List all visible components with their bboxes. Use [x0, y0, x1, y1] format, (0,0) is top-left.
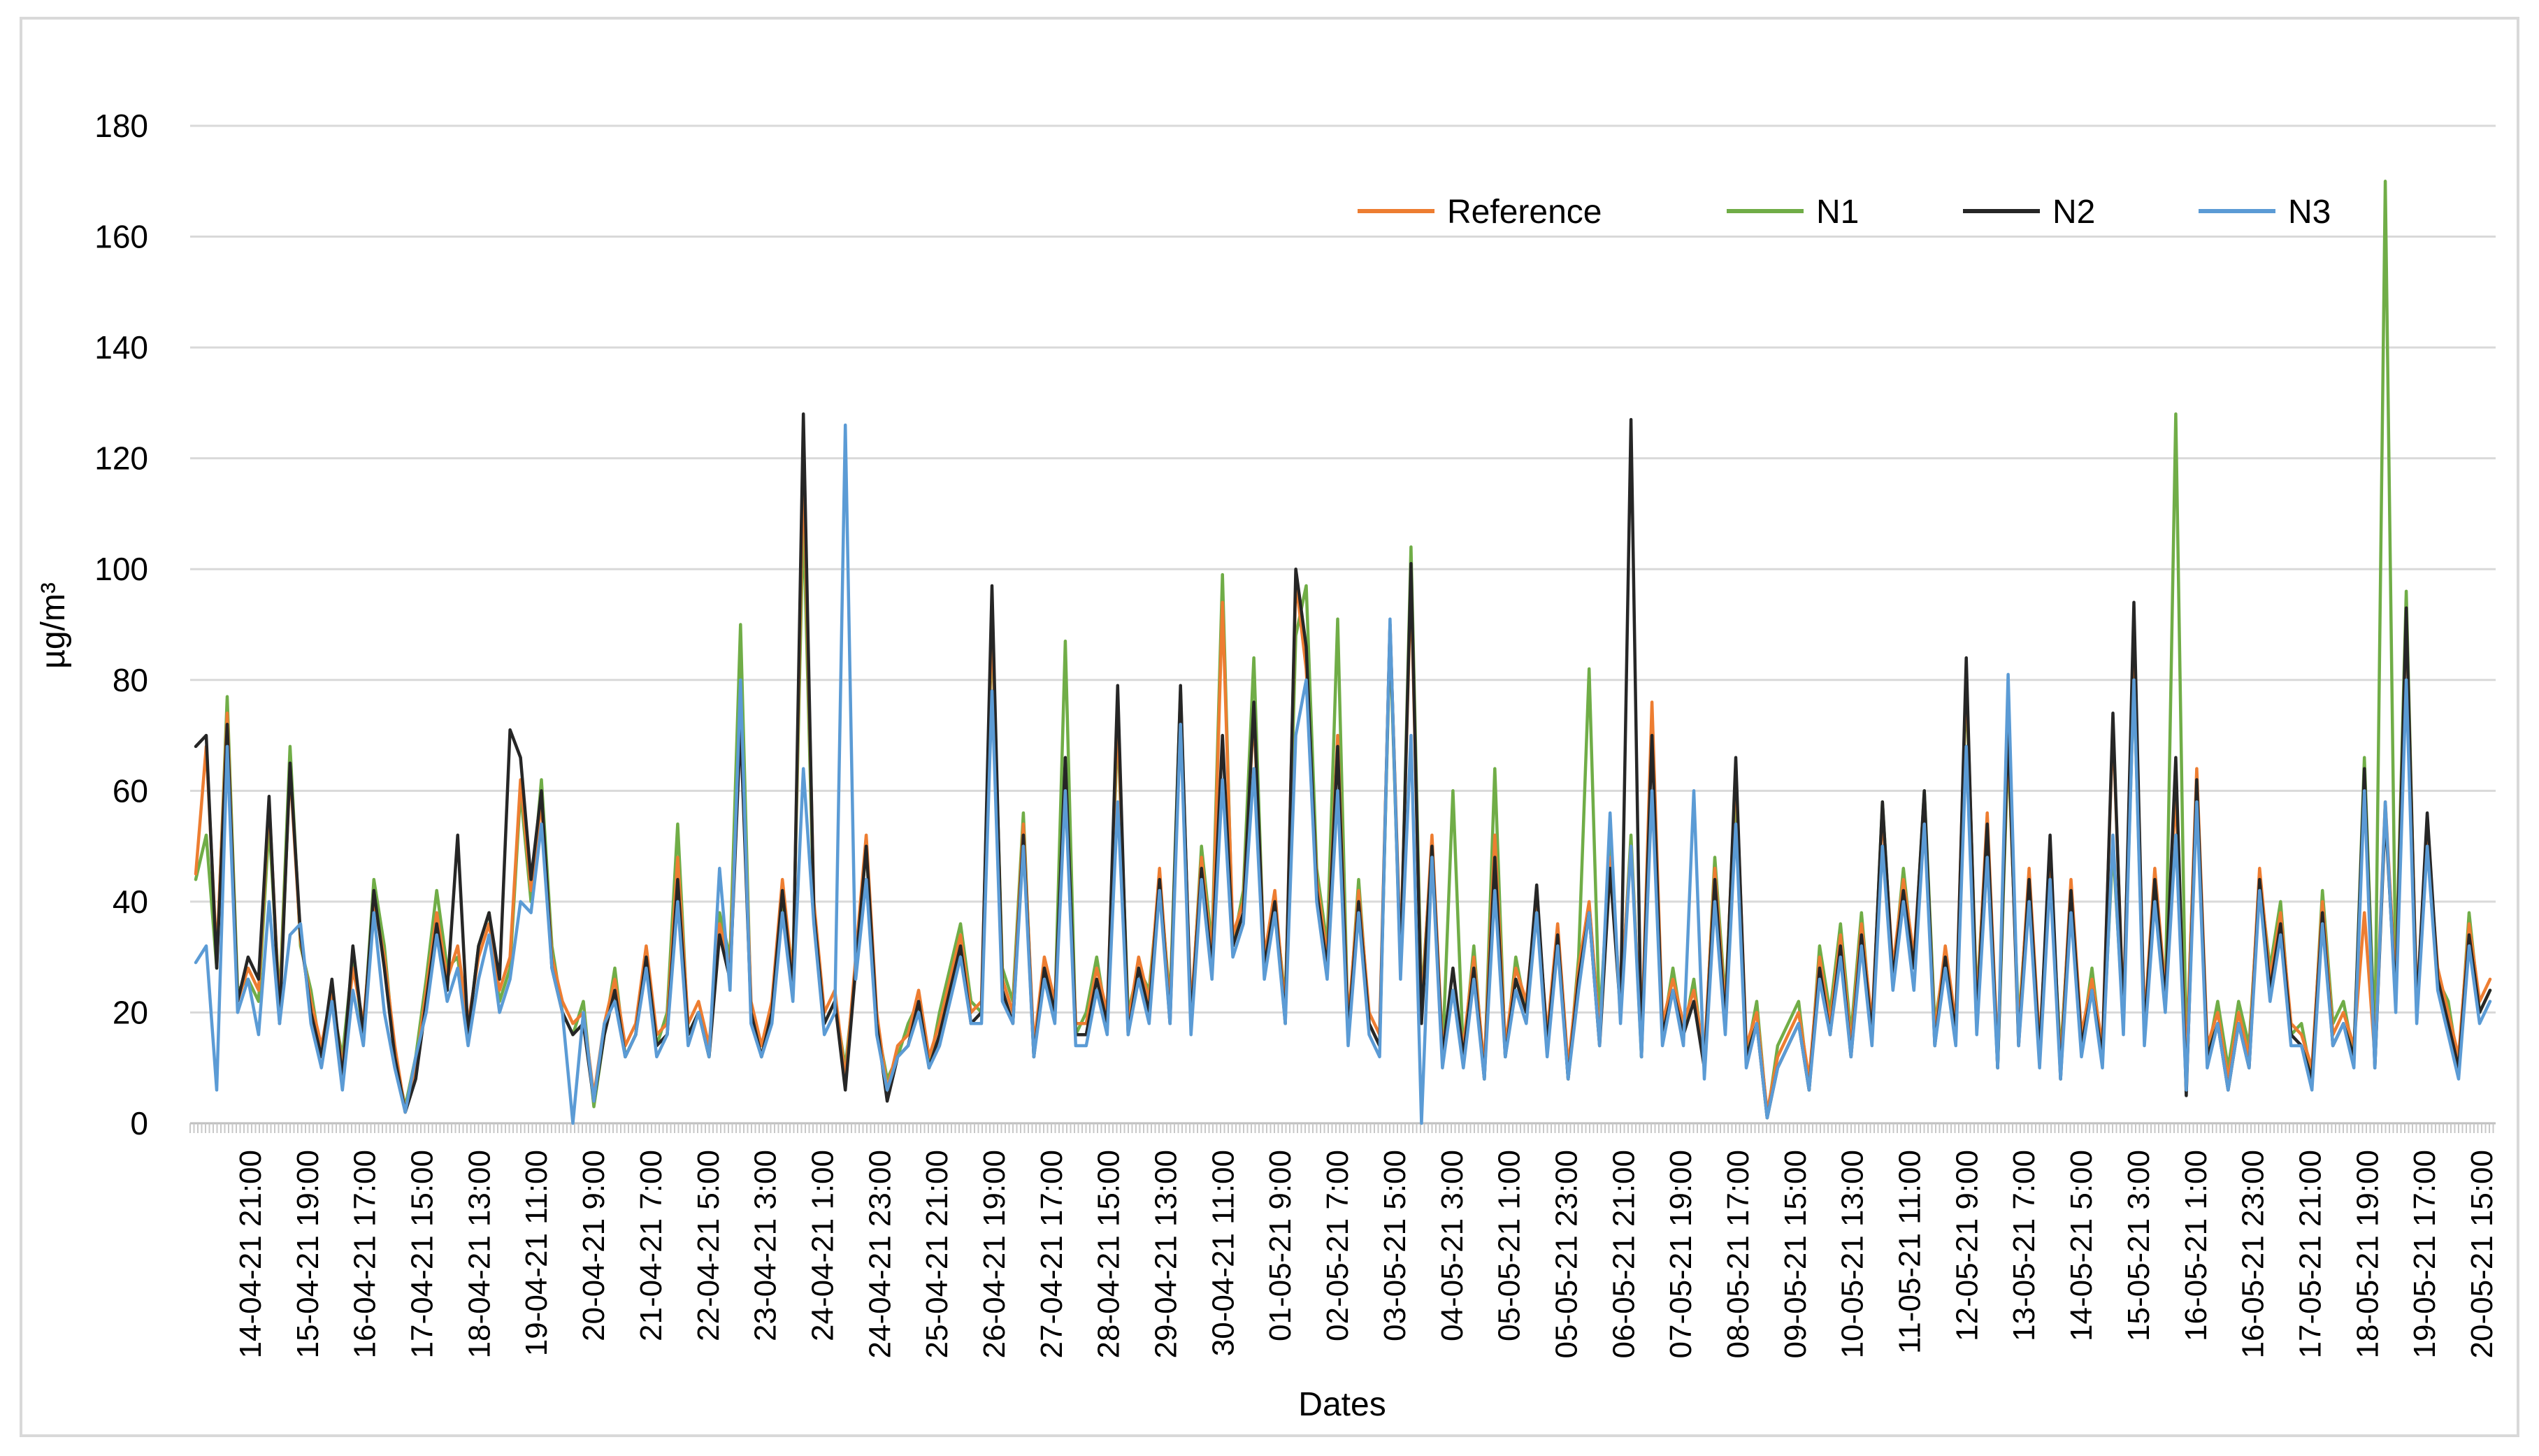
x-axis-title: Dates [1298, 1386, 1386, 1423]
x-tick-label: 19-05-21 17:00 [2408, 1150, 2442, 1358]
x-tick-label: 24-04-21 1:00 [806, 1150, 840, 1341]
x-tick-label: 26-04-21 19:00 [977, 1150, 1012, 1358]
x-tick-label: 18-05-21 19:00 [2350, 1150, 2385, 1358]
y-tick-label: 140 [94, 329, 148, 366]
y-axis-ticks: 0 20 40 60 80 100 120 140 160 180 [94, 108, 148, 1141]
x-tick-label: 10-05-21 13:00 [1836, 1150, 1870, 1358]
series-lines [194, 180, 2492, 1125]
x-tick-label: 20-05-21 15:00 [2465, 1150, 2499, 1358]
legend-label-n3: N3 [2288, 194, 2331, 231]
x-tick-label: 21-04-21 7:00 [634, 1150, 668, 1341]
y-axis-title: µg/m³ [35, 582, 72, 669]
x-tick-label: 15-04-21 19:00 [291, 1150, 325, 1358]
x-tick-label: 05-05-21 1:00 [1493, 1150, 1527, 1341]
x-tick-label: 27-04-21 17:00 [1035, 1150, 1069, 1358]
x-tick-label: 15-05-21 3:00 [2122, 1150, 2156, 1341]
x-tick-label: 24-04-21 23:00 [863, 1150, 897, 1358]
x-tick-label: 18-04-21 13:00 [462, 1150, 496, 1358]
y-tick-label: 0 [130, 1105, 148, 1141]
x-tick-label: 12-05-21 9:00 [1950, 1150, 1984, 1341]
x-tick-label: 13-05-21 7:00 [2007, 1150, 2041, 1341]
x-tick-label: 04-05-21 3:00 [1435, 1150, 1469, 1341]
x-tick-label: 01-05-21 9:00 [1263, 1150, 1297, 1341]
x-tick-label: 16-04-21 17:00 [348, 1150, 382, 1358]
y-tick-label: 60 [113, 772, 148, 809]
x-tick-label: 09-05-21 15:00 [1778, 1150, 1813, 1358]
x-axis: 14-04-21 21:00 15-04-21 19:00 16-04-21 17:… [189, 1122, 2499, 1358]
x-axis-minor-ticks [189, 1123, 2494, 1133]
series-line-n3 [194, 423, 2492, 1125]
y-tick-label: 20 [113, 994, 148, 1030]
x-tick-label: 23-04-21 3:00 [749, 1150, 783, 1341]
legend-label-reference: Reference [1447, 194, 1602, 231]
x-tick-label: 07-05-21 19:00 [1664, 1150, 1698, 1358]
x-tick-label: 05-05-21 23:00 [1550, 1150, 1584, 1358]
x-tick-label: 17-05-21 21:00 [2294, 1150, 2328, 1358]
x-tick-label: 14-05-21 5:00 [2064, 1150, 2099, 1341]
x-tick-label: 06-05-21 21:00 [1606, 1150, 1641, 1358]
chart-frame [20, 17, 2519, 1437]
x-tick-label: 17-04-21 15:00 [405, 1150, 440, 1358]
x-tick-label: 16-05-21 1:00 [2179, 1150, 2213, 1341]
legend-label-n2: N2 [2052, 194, 2095, 231]
legend-label-n1: N1 [1816, 194, 1859, 231]
y-tick-label: 120 [94, 440, 148, 477]
x-tick-label: 22-04-21 5:00 [691, 1150, 726, 1341]
y-tick-label: 160 [94, 219, 148, 255]
y-tick-label: 40 [113, 884, 148, 920]
x-tick-label: 16-05-21 23:00 [2236, 1150, 2271, 1358]
x-tick-label: 03-05-21 5:00 [1378, 1150, 1412, 1341]
x-tick-label: 30-04-21 11:00 [1206, 1150, 1240, 1356]
x-tick-label: 11-05-21 11:00 [1893, 1150, 1927, 1354]
x-tick-label: 08-05-21 17:00 [1721, 1150, 1755, 1358]
y-tick-label: 100 [94, 551, 148, 587]
x-tick-label: 14-04-21 21:00 [233, 1150, 268, 1358]
x-tick-label: 25-04-21 21:00 [920, 1150, 954, 1358]
y-tick-label: 180 [94, 108, 148, 144]
x-tick-label: 28-04-21 15:00 [1092, 1150, 1126, 1358]
y-tick-label: 80 [113, 662, 148, 698]
legend: Reference N1 N2 N3 [1358, 194, 2331, 231]
x-tick-label: 29-04-21 13:00 [1149, 1150, 1184, 1358]
x-tick-label: 20-04-21 9:00 [577, 1150, 611, 1341]
x-tick-label: 19-04-21 11:00 [519, 1150, 554, 1356]
x-tick-label: 02-05-21 7:00 [1321, 1150, 1355, 1341]
